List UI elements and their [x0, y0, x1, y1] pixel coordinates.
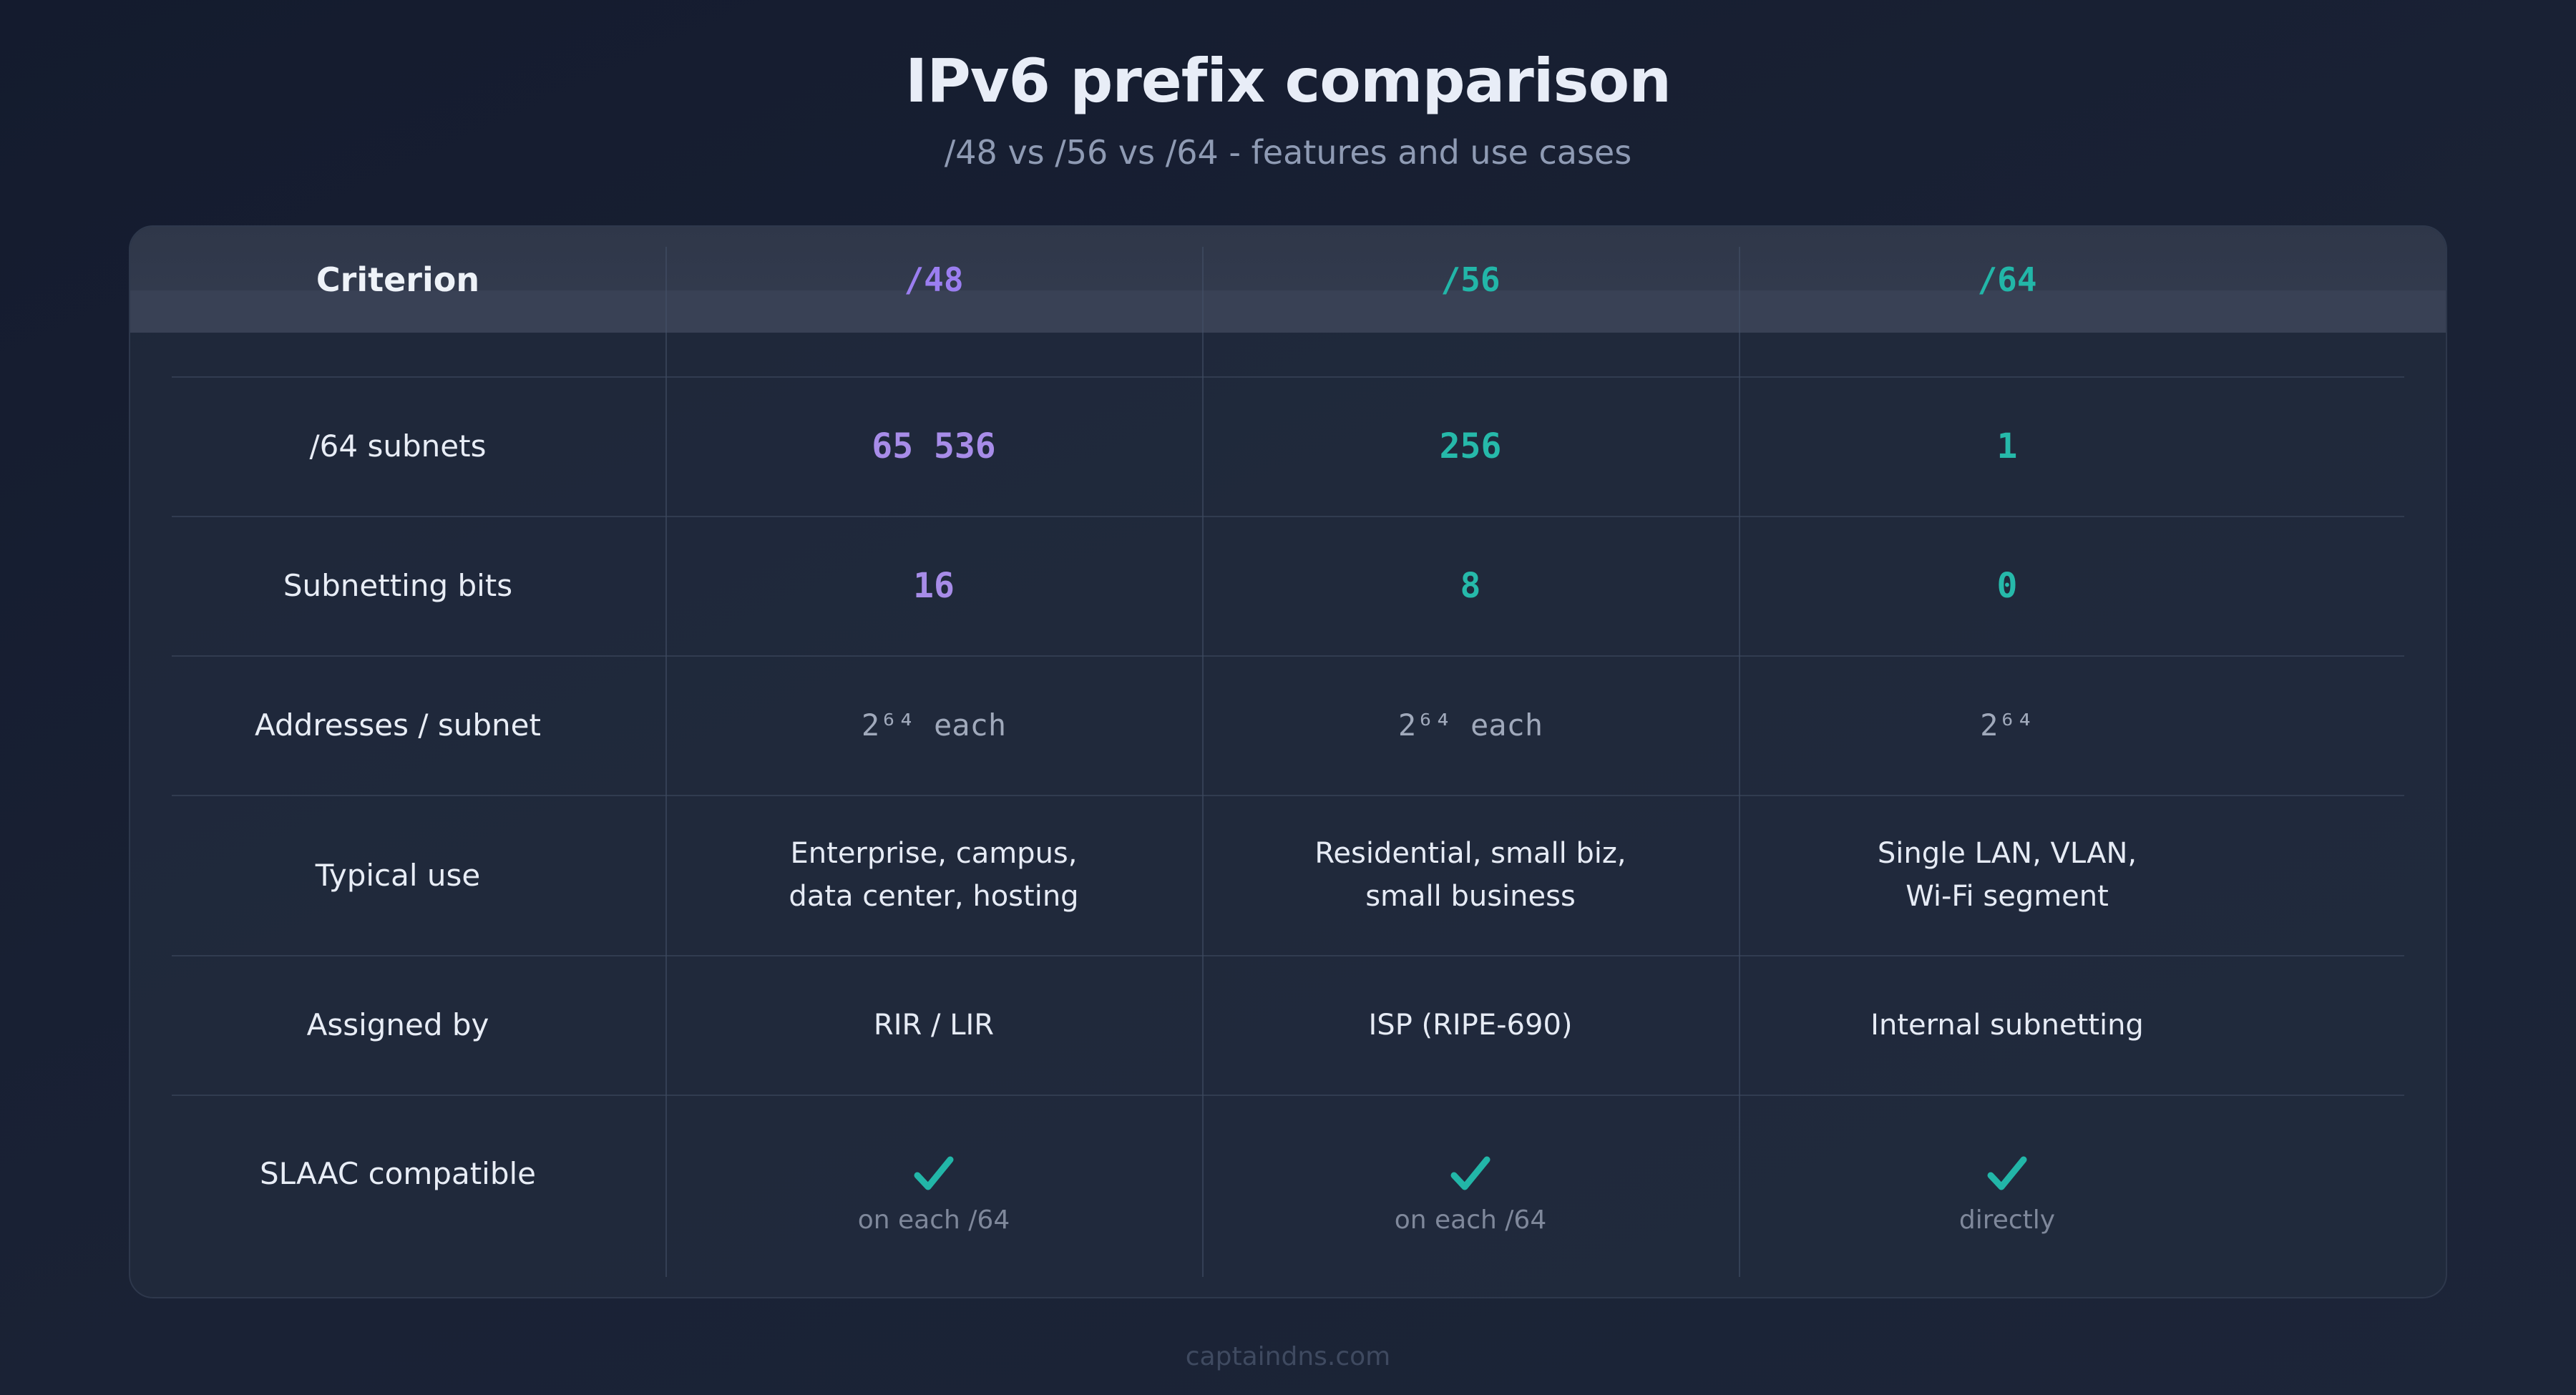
page-subtitle: /48 vs /56 vs /64 - features and use cas… [944, 133, 1632, 172]
table-cell: RIR / LIR [665, 955, 1202, 1095]
cell-line: data center, hosting [789, 880, 1079, 913]
row-label: Addresses / subnet [255, 708, 541, 743]
table-cell: 0 [1739, 516, 2275, 655]
table-cell: Internal subnetting [1739, 955, 2275, 1095]
row-label: /64 subnets [309, 429, 487, 464]
table-cell: Residential, small biz, small business [1202, 795, 1739, 955]
column-divider [665, 247, 667, 1277]
cell-value: 256 [1439, 426, 1502, 466]
header-cell-48: /48 [665, 227, 1202, 333]
table-row-label: Addresses / subnet [130, 655, 665, 795]
cell-value: RIR / LIR [873, 1008, 995, 1042]
cell-value: 1 [1996, 426, 2018, 466]
column-divider [1202, 247, 1204, 1277]
header-label: Criterion [316, 260, 480, 299]
header-cell-56: /56 [1202, 227, 1739, 333]
cell-value: 65 536 [872, 426, 996, 466]
row-label: SLAAC compatible [260, 1155, 536, 1191]
table-cell: 1 [1739, 376, 2275, 516]
row-divider [172, 655, 2404, 657]
cell-line: small business [1365, 880, 1576, 913]
table-cell: 8 [1202, 516, 1739, 655]
cell-value: 2⁶⁴ each [861, 708, 1007, 743]
table-cell: on each /64 [1202, 1116, 1739, 1273]
table-cell: 2⁶⁴ [1739, 655, 2275, 795]
checkmark-icon [1450, 1155, 1491, 1193]
table-cell: ISP (RIPE-690) [1202, 955, 1739, 1095]
row-divider [172, 376, 2404, 378]
table-cell: 2⁶⁴ each [1202, 655, 1739, 795]
cell-value: 2⁶⁴ each [1397, 708, 1543, 743]
table-row-label: Typical use [130, 795, 665, 955]
header-label: /64 [1977, 260, 2037, 299]
cell-line: Single LAN, VLAN, [1877, 837, 2137, 870]
row-divider [172, 516, 2404, 517]
checkmark-icon [914, 1155, 954, 1193]
cell-value: 0 [1996, 565, 2018, 606]
cell-note: on each /64 [857, 1205, 1010, 1235]
table-cell: 2⁶⁴ each [665, 655, 1202, 795]
row-divider [172, 795, 2404, 796]
cell-value: 16 [913, 565, 955, 606]
header-label: /56 [1440, 260, 1501, 299]
table-cell: directly [1739, 1116, 2275, 1273]
table-row-label: SLAAC compatible [130, 1095, 665, 1252]
page-title: IPv6 prefix comparison [904, 46, 1672, 116]
row-label: Typical use [315, 857, 481, 893]
cell-value: Internal subnetting [1870, 1008, 2144, 1042]
cell-note: on each /64 [1394, 1205, 1547, 1235]
table-header [130, 227, 2446, 333]
comparison-table: Criterion /48 /56 /64 /64 subnets 65 536… [129, 225, 2447, 1298]
table-cell: 256 [1202, 376, 1739, 516]
header-cell-64: /64 [1739, 227, 2275, 333]
row-label: Subnetting bits [283, 568, 513, 603]
table-cell: 65 536 [665, 376, 1202, 516]
cell-line: Residential, small biz, [1314, 837, 1626, 870]
row-divider [172, 955, 2404, 956]
cell-value: 2⁶⁴ [1980, 708, 2034, 743]
table-row-label: Subnetting bits [130, 516, 665, 655]
cell-line: Wi-Fi segment [1906, 880, 2109, 913]
footer-credit: captaindns.com [1185, 1342, 1391, 1371]
table-row-label: /64 subnets [130, 376, 665, 516]
cell-value: 8 [1460, 565, 1481, 606]
cell-note: directly [1958, 1205, 2056, 1235]
cell-value: ISP (RIPE-690) [1368, 1008, 1573, 1042]
table-cell: 16 [665, 516, 1202, 655]
row-label: Assigned by [306, 1007, 489, 1042]
row-divider [172, 1095, 2404, 1096]
header-cell-criterion: Criterion [130, 227, 665, 333]
table-cell: on each /64 [665, 1116, 1202, 1273]
cell-line: Enterprise, campus, [790, 837, 1078, 870]
table-cell: Single LAN, VLAN, Wi-Fi segment [1739, 795, 2275, 955]
header-label: /48 [904, 260, 964, 299]
table-row-label: Assigned by [130, 955, 665, 1095]
checkmark-icon [1987, 1155, 2027, 1193]
column-divider [1739, 247, 1740, 1277]
table-cell: Enterprise, campus, data center, hosting [665, 795, 1202, 955]
